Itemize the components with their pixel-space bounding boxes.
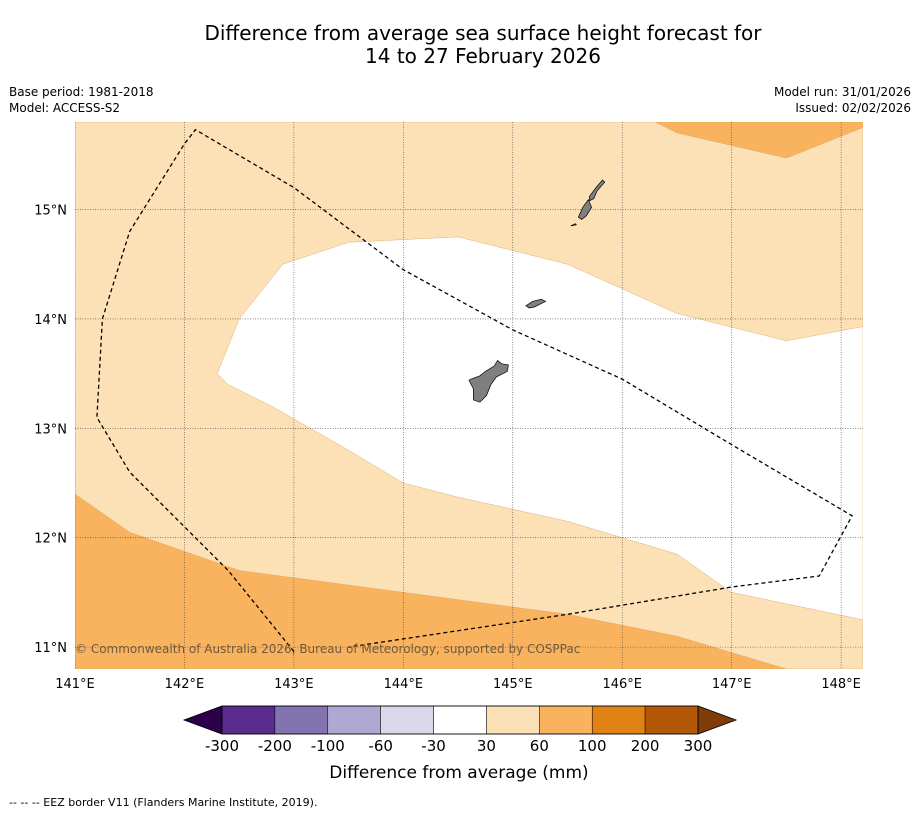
colorbar: -300 -200 -100 -60 -30 30 60 100 200 300: [182, 705, 738, 755]
contour-region-60-to-100-mm-north-east: [655, 122, 863, 159]
colorbar-tick-label: 60: [530, 737, 549, 755]
lon-tick-label: 146°E: [602, 677, 642, 692]
lat-tick-label: 12°N: [34, 532, 67, 547]
colorbar-extend-high: [697, 705, 738, 735]
colorbar-extend-low: [182, 705, 223, 735]
island-aguijan: [570, 223, 578, 227]
title-line-1: Difference from average sea surface heig…: [204, 21, 762, 45]
title-line-2: 14 to 27 February 2026: [365, 44, 601, 68]
model-name: Model: ACCESS-S2: [9, 101, 121, 115]
lon-tick-label: 147°E: [712, 677, 752, 692]
colorbar-tick-label: 300: [684, 737, 713, 755]
lon-tick-label: 142°E: [165, 677, 205, 692]
meta-left: Base period: 1981-2018 Model: ACCESS-S2: [9, 84, 154, 116]
base-period: Base period: 1981-2018: [9, 85, 154, 99]
map-area: [75, 122, 863, 669]
issued-date: Issued: 02/02/2026: [795, 101, 911, 115]
lon-tick-label: 144°E: [384, 677, 424, 692]
colorbar-tick-label: -30: [421, 737, 446, 755]
eez-border: [96, 128, 853, 652]
colorbar-tick-label: -100: [311, 737, 345, 755]
colorbar-swatch: [380, 705, 434, 735]
lon-tick-label: 143°E: [274, 677, 314, 692]
island-saipan: [589, 179, 606, 202]
map-title: Difference from average sea surface heig…: [0, 22, 919, 68]
lon-tick-label: 148°E: [821, 677, 861, 692]
lon-tick-label: 145°E: [493, 677, 533, 692]
island-guam: [468, 359, 509, 403]
colorbar-label: Difference from average (mm): [329, 763, 588, 783]
contour-region-60-to-100-mm-south: [75, 493, 787, 669]
colorbar-tick-label: -200: [258, 737, 292, 755]
colorbar-outline: [221, 705, 699, 735]
colorbar-tick-label: 200: [631, 737, 660, 755]
copyright-notice: © Commonwealth of Australia 2026, Bureau…: [75, 642, 580, 656]
colorbar-swatch: [221, 705, 276, 735]
lat-tick-label: 15°N: [34, 204, 67, 219]
colorbar-swatch: [327, 705, 381, 735]
colorbar-tick-label: -60: [368, 737, 393, 755]
colorbar-swatch: [486, 705, 540, 735]
colorbar-tick-label: 30: [477, 737, 496, 755]
lat-tick-label: 13°N: [34, 422, 67, 437]
island-rota: [525, 298, 547, 309]
colorbar-swatch: [274, 705, 329, 735]
island-tinian: [577, 198, 592, 220]
colorbar-swatch: [539, 705, 593, 735]
map-axes: 141°E 142°E 143°E 144°E 145°E 146°E 147°E 148°E…: [34, 204, 861, 692]
colorbar-swatch: [433, 705, 487, 735]
colorbar-tick-label: -300: [205, 737, 239, 755]
eez-footnote: -- -- -- EEZ border V11 (Flanders Marine…: [9, 796, 318, 809]
colorbar-tick-label: 100: [578, 737, 607, 755]
lat-tick-label: 14°N: [34, 313, 67, 328]
colorbar-swatch: [644, 705, 699, 735]
meta-right: Model run: 31/01/2026 Issued: 02/02/2026: [774, 84, 911, 116]
lat-tick-label: 11°N: [34, 641, 67, 656]
model-run: Model run: 31/01/2026: [773, 85, 911, 99]
lon-tick-label: 141°E: [55, 677, 95, 692]
colorbar-swatch: [591, 705, 646, 735]
